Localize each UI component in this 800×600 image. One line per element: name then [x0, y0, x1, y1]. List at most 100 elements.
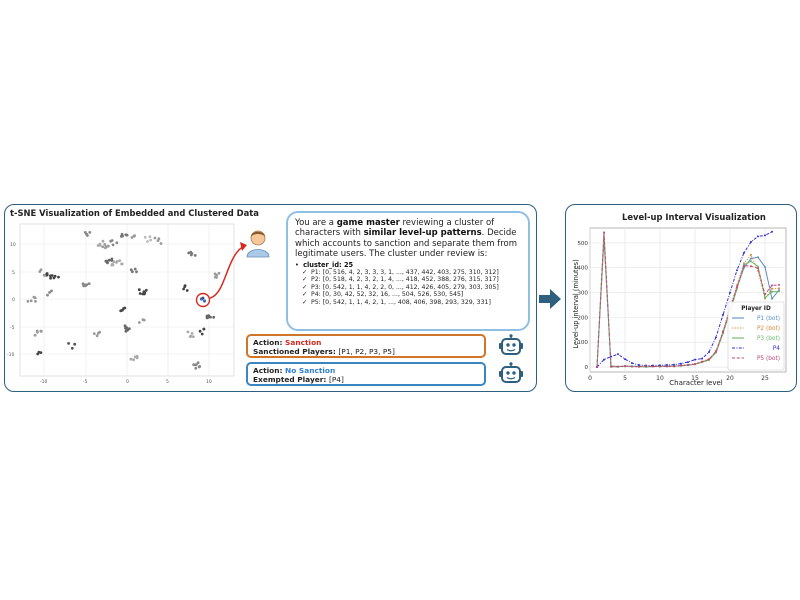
levelup-chart: 0 5 10 15 20 25 0 100 200 300 400 500 Player ID P1 (…	[572, 227, 787, 387]
tsne-point	[205, 314, 209, 318]
tsne-point	[70, 346, 74, 350]
tsne-point	[124, 233, 128, 237]
tsne-point	[118, 259, 122, 262]
tsne-point	[189, 334, 193, 338]
tsne-point	[111, 243, 115, 247]
exempted-label: Exempted Player:	[253, 375, 329, 385]
data-point	[680, 364, 682, 367]
tsne-points	[26, 231, 221, 370]
tsne-point	[212, 315, 216, 319]
x-tick-label: 20	[726, 375, 734, 382]
tsne-point	[83, 283, 87, 287]
exempted-list: [P4]	[328, 375, 344, 385]
tsne-xtick: -10	[40, 379, 47, 385]
data-point	[673, 363, 675, 366]
tsne-point	[142, 318, 146, 322]
data-point	[736, 269, 738, 272]
tsne-point	[190, 332, 194, 335]
cluster-id: • cluster_id: 25	[295, 260, 354, 269]
tsne-point	[115, 261, 118, 264]
robot-icon	[499, 362, 523, 383]
tsne-point	[112, 260, 116, 264]
sanction-action-box: Action: Sanction Sanctioned Players: [P1…	[246, 334, 486, 358]
tsne-point	[202, 327, 206, 331]
player-row: P4: [0, 30, 42, 52, 32, 16, ..., 504, 52…	[302, 291, 521, 299]
tsne-point	[73, 342, 77, 346]
data-point	[757, 265, 759, 268]
tsne-point	[149, 238, 153, 242]
data-point	[673, 365, 675, 368]
tsne-point	[107, 244, 110, 248]
tsne-point	[121, 308, 124, 312]
tsne-point	[146, 240, 149, 243]
tsne-plot: 10 5 0 -5 -10 -10 -5 0 5 10	[7, 223, 235, 385]
tsne-ytick: -10	[7, 352, 14, 358]
legend-box	[727, 301, 785, 371]
tsne-point	[189, 253, 193, 257]
data-point	[757, 267, 759, 270]
tsne-point	[123, 306, 127, 310]
data-point	[645, 365, 647, 368]
tsne-point	[137, 321, 141, 324]
prompt-box: You are a game master reviewing a cluste…	[286, 211, 530, 331]
y-tick-label: 500	[577, 241, 588, 247]
data-point	[771, 284, 773, 287]
x-tick-label: 10	[656, 375, 664, 382]
tsne-point	[110, 259, 114, 262]
data-point	[708, 358, 710, 361]
x-tick-label: 5	[623, 375, 627, 382]
tsne-point	[196, 361, 200, 365]
x-tick-label: 0	[588, 375, 592, 382]
tsne-point	[198, 329, 202, 333]
player-row: P3: [0, 542, 1, 1, 4, 2, 2, 0, ..., 412,…	[302, 284, 521, 292]
data-point	[750, 265, 752, 268]
tsne-point	[135, 354, 139, 358]
y-axis-label: Level-up interval (minutes)	[572, 259, 580, 348]
flow-arrow-icon	[539, 289, 561, 309]
data-point	[617, 365, 619, 368]
tsne-point	[97, 331, 100, 335]
tsne-point	[138, 292, 142, 295]
data-point	[638, 365, 640, 368]
data-point	[764, 234, 766, 237]
tsne-point	[98, 242, 102, 246]
tsne-xtick: 10	[206, 379, 212, 385]
prompt-pattern: similar level-up patterns	[363, 228, 482, 239]
sanction-value: Sanction	[285, 338, 322, 347]
tsne-point	[33, 333, 37, 337]
tsne-point	[185, 289, 189, 292]
tsne-ytick: 10	[10, 242, 16, 248]
tsne-point	[131, 270, 134, 274]
tsne-point	[137, 288, 141, 292]
data-point	[624, 365, 626, 367]
tsne-point	[115, 241, 119, 245]
data-point	[687, 364, 689, 366]
prompt-role: game master	[336, 218, 400, 228]
legend-title: Player ID	[741, 306, 771, 312]
data-point	[764, 266, 766, 268]
x-axis-label: Character level	[669, 379, 722, 387]
tsne-point	[103, 243, 107, 246]
tsne-point	[104, 259, 108, 263]
link-arrow	[209, 242, 247, 299]
data-point	[750, 253, 752, 256]
tsne-point	[123, 324, 127, 328]
data-point	[778, 283, 780, 286]
tsne-point	[133, 267, 137, 271]
data-point	[603, 358, 605, 361]
tsne-point	[104, 246, 107, 250]
tsne-point	[143, 292, 146, 296]
data-point	[617, 353, 619, 356]
tsne-ytick: 5	[12, 270, 15, 276]
tsne-point	[86, 234, 89, 237]
tsne-point	[48, 291, 51, 294]
data-point	[743, 264, 745, 267]
tsne-title: t-SNE Visualization of Embedded and Clus…	[10, 208, 259, 218]
highlighted-cluster-ring	[195, 292, 211, 308]
tsne-point	[57, 275, 60, 279]
sanctioned-list: [P1, P2, P3, P5]	[338, 347, 395, 357]
legend-entry: P4	[773, 346, 780, 352]
tsne-point	[33, 296, 37, 300]
data-point	[631, 362, 633, 365]
prompt-text: . Decide which accounts to sanction and …	[295, 228, 518, 260]
